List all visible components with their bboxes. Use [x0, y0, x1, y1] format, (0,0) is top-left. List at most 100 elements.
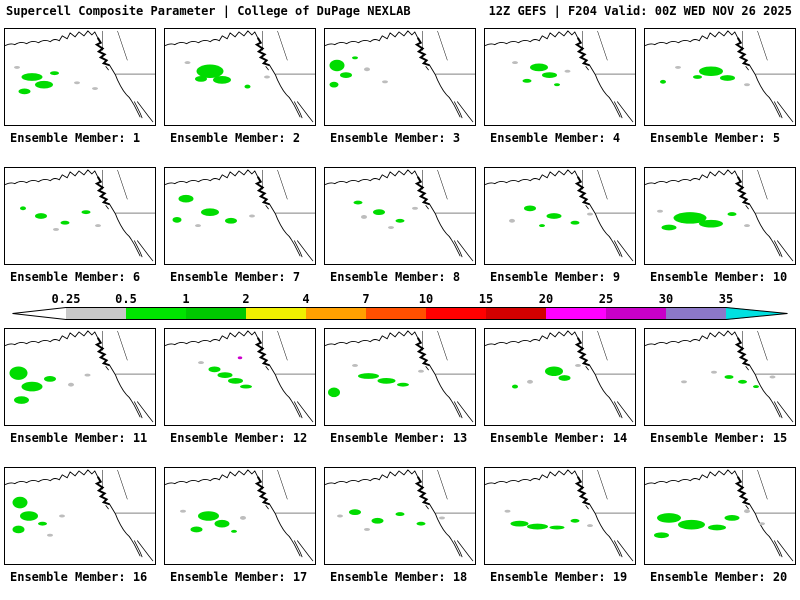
scp-blob	[14, 65, 20, 69]
scp-field-overlay	[654, 509, 765, 539]
colorbar-segment	[426, 307, 486, 320]
scp-field-overlay	[681, 370, 776, 389]
scp-blob	[68, 382, 74, 387]
coastline-map	[5, 469, 155, 562]
scp-blob	[654, 532, 669, 539]
scp-blob	[38, 521, 47, 526]
map-canvas	[324, 328, 476, 426]
scp-field-overlay	[657, 209, 750, 231]
scp-blob	[240, 516, 246, 520]
colorbar: 0.25 0.5 1 2 4 7 10 15 20 25 30 35	[12, 292, 788, 320]
scp-blob	[759, 522, 765, 526]
scp-field-overlay	[504, 509, 593, 530]
scp-blob	[661, 224, 677, 231]
scp-blob	[264, 75, 270, 79]
ensemble-member-label: Ensemble Member: 12	[170, 431, 308, 445]
scp-blob	[382, 80, 388, 84]
scp-field-overlay	[20, 206, 101, 231]
scp-blob	[587, 524, 593, 528]
scp-blob	[524, 205, 536, 212]
ensemble-panel: Ensemble Member: 16	[4, 467, 156, 584]
scp-blob	[673, 212, 707, 224]
scp-blob	[84, 373, 91, 377]
scp-blob	[361, 215, 367, 219]
coastline-map	[325, 469, 475, 562]
scp-blob	[349, 509, 361, 516]
coastline-map	[485, 169, 635, 262]
scp-blob	[395, 512, 405, 516]
scp-field-overlay	[180, 509, 246, 533]
scp-field-overlay	[337, 509, 445, 531]
scp-blob	[190, 526, 203, 533]
coastline-map	[5, 30, 155, 123]
scp-blob	[744, 509, 750, 514]
map-canvas	[164, 28, 316, 126]
valid-time-label: 12Z GEFS | F204 Valid: 00Z WED NOV 26 20…	[488, 4, 792, 18]
map-canvas	[324, 467, 476, 565]
scp-blob	[47, 533, 53, 537]
scp-blob	[21, 381, 43, 392]
ensemble-member-label: Ensemble Member: 6	[10, 270, 141, 284]
colorbar-right-arrow	[726, 307, 788, 320]
scp-blob	[50, 71, 59, 76]
scp-blob	[44, 376, 56, 382]
scp-blob	[201, 208, 219, 216]
scp-blob	[575, 364, 581, 367]
scp-blob	[231, 529, 237, 533]
scp-blob	[412, 206, 418, 210]
scp-blob	[364, 67, 370, 72]
scp-blob	[352, 364, 358, 367]
scp-blob	[213, 76, 231, 84]
scp-field-overlay	[660, 65, 750, 87]
scp-blob	[397, 382, 409, 387]
scp-blob	[512, 61, 518, 65]
ensemble-member-label: Ensemble Member: 4	[490, 131, 621, 145]
ensemble-panel: Ensemble Member: 12	[164, 328, 316, 445]
scp-blob	[744, 224, 750, 228]
scp-blob	[681, 380, 687, 384]
scp-blob	[510, 520, 529, 527]
colorbar-tick-label: 2	[242, 292, 250, 306]
colorbar-segment	[126, 307, 186, 320]
coastline-map	[485, 330, 635, 423]
ensemble-member-label: Ensemble Member: 20	[650, 570, 788, 584]
ensemble-panel: Ensemble Member: 9	[484, 167, 636, 284]
colorbar-tick-label: 25	[598, 292, 614, 306]
scp-blob	[74, 81, 80, 85]
scp-blob	[328, 387, 340, 398]
scp-blob	[180, 509, 186, 513]
map-canvas	[324, 28, 476, 126]
colorbar-tick-label: 4	[302, 292, 310, 306]
ensemble-member-label: Ensemble Member: 2	[170, 131, 301, 145]
map-canvas	[484, 167, 636, 265]
scp-blob	[699, 219, 723, 228]
scp-blob	[198, 511, 219, 521]
scp-field-overlay	[329, 56, 388, 88]
scp-blob	[95, 224, 101, 228]
colorbar-left-arrow	[12, 307, 66, 320]
scp-blob	[546, 213, 562, 219]
colorbar-tick-label: 0.25	[51, 292, 81, 306]
panel-row-4: Ensemble Member: 16 Ensemble Member: 17	[0, 467, 800, 584]
scp-blob	[337, 514, 343, 518]
scp-blob	[727, 212, 737, 216]
colorbar-tick-label: 10	[418, 292, 434, 306]
colorbar-segment	[666, 307, 726, 320]
ensemble-panel: Ensemble Member: 11	[4, 328, 156, 445]
scp-blob	[178, 194, 194, 203]
scp-blob	[527, 379, 533, 384]
scp-blob	[373, 209, 385, 216]
scp-blob	[20, 206, 26, 211]
scp-blob	[18, 88, 31, 95]
ensemble-panel: Ensemble Member: 3	[324, 28, 476, 145]
scp-blob	[708, 524, 726, 531]
ensemble-member-label: Ensemble Member: 13	[330, 431, 468, 445]
ensemble-member-label: Ensemble Member: 8	[330, 270, 461, 284]
scp-blob	[371, 517, 384, 524]
map-canvas	[644, 28, 796, 126]
colorbar-tick-label: 35	[718, 292, 734, 306]
colorbar-tick-label: 0.5	[115, 292, 137, 306]
colorbar-bar	[12, 307, 788, 320]
scp-blob	[738, 379, 747, 384]
map-canvas	[164, 328, 316, 426]
